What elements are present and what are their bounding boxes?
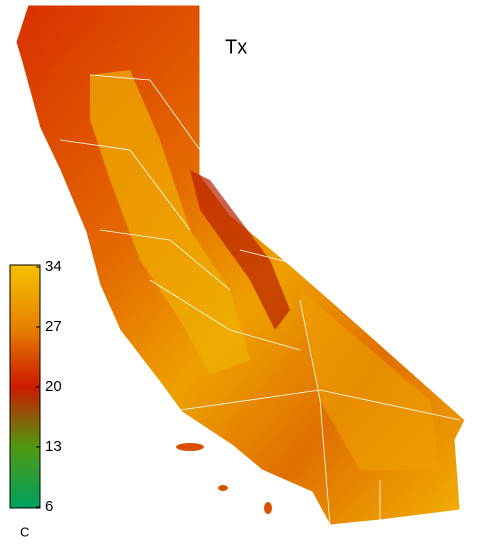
county-lines [59,74,461,526]
central-valley [90,70,250,375]
colorbar-unit: C [20,524,29,539]
mojave [300,290,440,470]
map-title: Tx [225,36,247,58]
colorbar-tick-label: 6 [45,498,53,515]
colorbar-tick-label: 34 [45,258,62,275]
colorbar-tick-label: 13 [45,438,62,455]
colorbar-tick-label: 20 [45,378,62,395]
colorbar-tick-label: 27 [45,318,62,335]
colorbar [9,264,41,509]
island [264,502,272,514]
island [218,485,228,491]
california [15,4,466,526]
island [176,443,204,451]
